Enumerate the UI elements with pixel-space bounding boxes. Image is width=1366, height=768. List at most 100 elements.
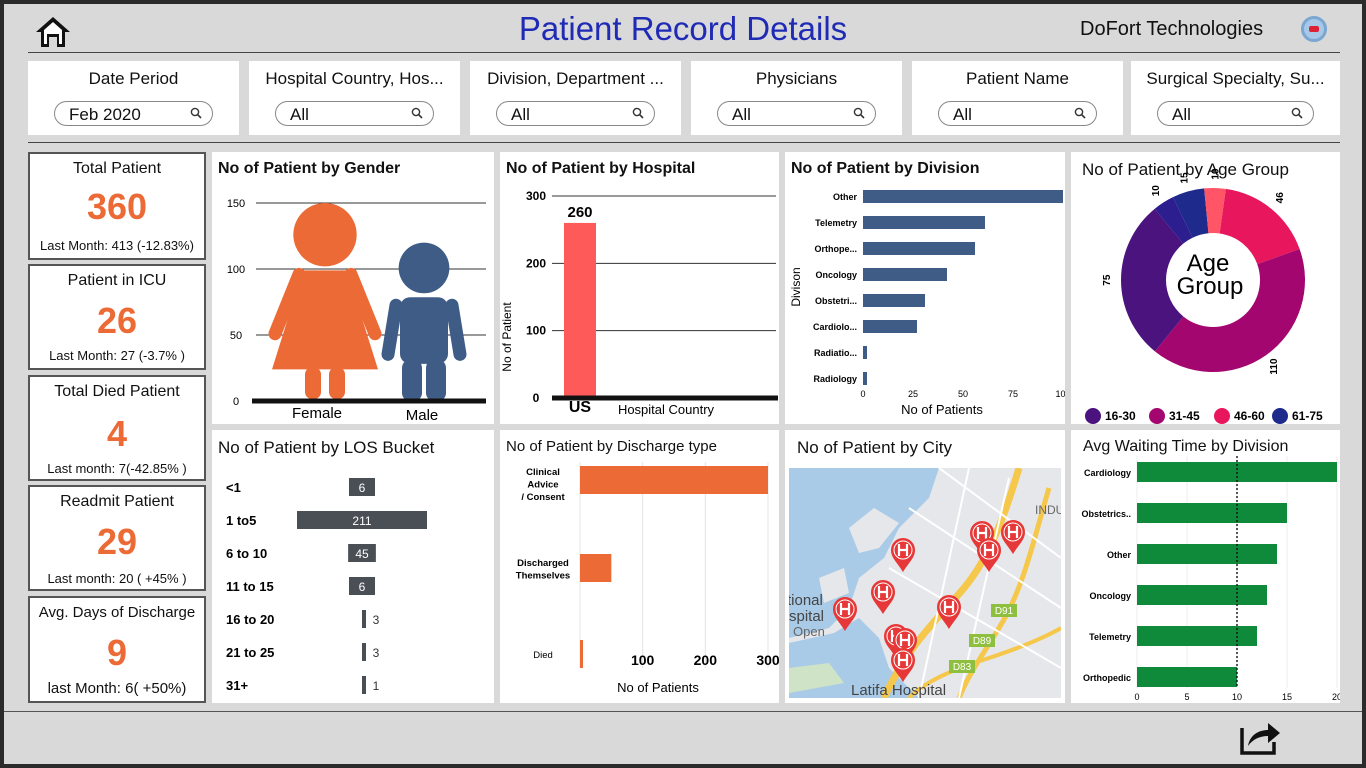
los-chart: <1 6 1 to5 211 6 to 10 45 11 to 15 6 16 to 20 3 21… (226, 478, 427, 694)
bar[interactable] (863, 190, 1063, 203)
category-label-us: US (569, 399, 592, 416)
y-axis-label: No of Patient (500, 302, 514, 372)
legend-swatch (1085, 408, 1101, 424)
panel-title: No of Patient by LOS Bucket (218, 438, 435, 457)
filter-label: Hospital Country, Hos... (265, 69, 444, 88)
bar[interactable] (863, 346, 867, 359)
bar[interactable] (297, 511, 427, 529)
hospital-pin-icon[interactable] (871, 580, 895, 614)
slice-value-label: 110 (1269, 358, 1280, 375)
bar[interactable] (1137, 626, 1257, 646)
bar[interactable] (580, 554, 612, 582)
home-icon[interactable] (34, 14, 72, 50)
hospital-pin-icon[interactable] (1001, 520, 1025, 554)
bar[interactable] (349, 478, 375, 496)
kpi-value: 9 (106, 632, 128, 673)
bar[interactable] (1137, 667, 1237, 687)
slice-value-label: 10 (1151, 185, 1162, 197)
bar[interactable] (362, 643, 366, 661)
bar-us[interactable] (564, 222, 596, 398)
physicians-select[interactable]: All (717, 101, 876, 126)
y-tick-label: 100 (526, 324, 546, 338)
slice-value-label: 10 (1210, 168, 1221, 180)
search-icon (1291, 107, 1303, 119)
y-tick-label: 200 (526, 256, 546, 270)
category-label: Radiology (813, 374, 857, 384)
bar[interactable] (1137, 544, 1277, 564)
kpi-avg-days-of-discharge: Avg. Days of Discharge 9 last Month: 6( … (28, 596, 206, 703)
hospital-pin-icon[interactable] (891, 648, 915, 682)
search-icon (1074, 107, 1086, 119)
date-period-select[interactable]: Feb 2020 (54, 101, 213, 126)
donut-center-label: Group (1177, 273, 1244, 300)
panel-title: No of Patient by Division (791, 160, 980, 177)
x-tick-label: 100 (631, 652, 655, 668)
kpi-readmit-patient: Readmit Patient 29 Last month: 20 ( +45%… (28, 485, 206, 591)
category-label: Cardiology (1084, 468, 1131, 478)
bar[interactable] (863, 268, 947, 281)
map-label: Open (793, 624, 825, 639)
bar[interactable] (580, 466, 768, 494)
city-map[interactable]: tional spital Open Latifa Hospital INDU … (789, 468, 1061, 698)
category-label: Discharged Themselves (516, 558, 570, 582)
hospital-pin-icon[interactable] (893, 628, 917, 662)
donut-center-label: Age (1187, 250, 1230, 277)
legend-label: 16-30 (1105, 409, 1136, 423)
panel-division: No of Patient by Division Other Telemetry… (785, 152, 1065, 424)
bar[interactable] (1137, 585, 1267, 605)
filter-division-department: Division, Department ... All (470, 61, 681, 135)
panel-title: No of Patient by Gender (218, 160, 401, 177)
share-icon[interactable] (1238, 718, 1282, 756)
panel-age-group: No of Patient by Age Group 46 110 75 10 15 10… (1071, 152, 1340, 424)
map-label: tional (789, 592, 823, 609)
bar[interactable] (863, 242, 975, 255)
panel-title: No of Patient by Hospital (506, 160, 696, 177)
hospital-pin-icon[interactable] (833, 597, 857, 631)
hospital-pin-icon[interactable] (937, 595, 961, 629)
filter-label: Division, Department ... (487, 69, 664, 88)
hospital-pin-icon[interactable] (891, 538, 915, 572)
hospital-pin-icon[interactable] (977, 538, 1001, 572)
kpi-total-patient: Total Patient 360 Last Month: 413 (-12.8… (28, 152, 206, 260)
kpi-value: 4 (106, 413, 128, 454)
category-label: Orthope... (815, 244, 858, 254)
male-figure[interactable] (381, 242, 467, 401)
y-tick-label: 0 (533, 391, 540, 405)
kpi-title: Total Patient (72, 160, 162, 177)
filter-label: Physicians (755, 69, 838, 88)
category-label: Other (1107, 550, 1132, 560)
donut-slice[interactable] (1204, 188, 1226, 234)
donut-slice[interactable] (1219, 188, 1300, 265)
search-icon (853, 107, 865, 119)
bar[interactable] (1137, 503, 1287, 523)
division-department-select[interactable]: All (496, 101, 655, 126)
bar[interactable] (362, 610, 366, 628)
bar[interactable] (863, 372, 867, 385)
hospital-pin-icon[interactable] (970, 521, 994, 555)
y-tick-label: 50 (230, 330, 242, 342)
surgical-specialty-select[interactable]: All (1157, 101, 1314, 126)
bar[interactable] (863, 216, 985, 229)
donut-slice[interactable] (1154, 197, 1193, 244)
filter-value: All (511, 105, 530, 124)
female-figure[interactable] (268, 203, 382, 399)
filter-value: Feb 2020 (69, 105, 141, 124)
patient-name-select[interactable]: All (938, 101, 1097, 126)
bar[interactable] (362, 676, 366, 694)
bar[interactable] (580, 640, 583, 668)
category-label: Radiatio... (814, 348, 857, 358)
bar[interactable] (863, 320, 917, 333)
map-road-label: D91 (995, 606, 1014, 617)
kpi-title: Avg. Days of Discharge (38, 604, 196, 621)
filter-surgical-specialty: Surgical Specialty, Su... All (1131, 61, 1340, 135)
panel-title: Avg Waiting Time by Division (1083, 438, 1289, 455)
map-label: INDU (1035, 503, 1061, 517)
donut-slice[interactable] (1172, 188, 1209, 238)
bar[interactable] (863, 294, 925, 307)
bar[interactable] (348, 544, 376, 562)
donut-slice[interactable] (1154, 248, 1305, 372)
bar[interactable] (349, 577, 375, 595)
donut-slice[interactable] (1121, 208, 1184, 352)
hospital-country-select[interactable]: All (275, 101, 434, 126)
kpi-comparison: Last Month: 413 (-12.83%) (40, 238, 194, 253)
